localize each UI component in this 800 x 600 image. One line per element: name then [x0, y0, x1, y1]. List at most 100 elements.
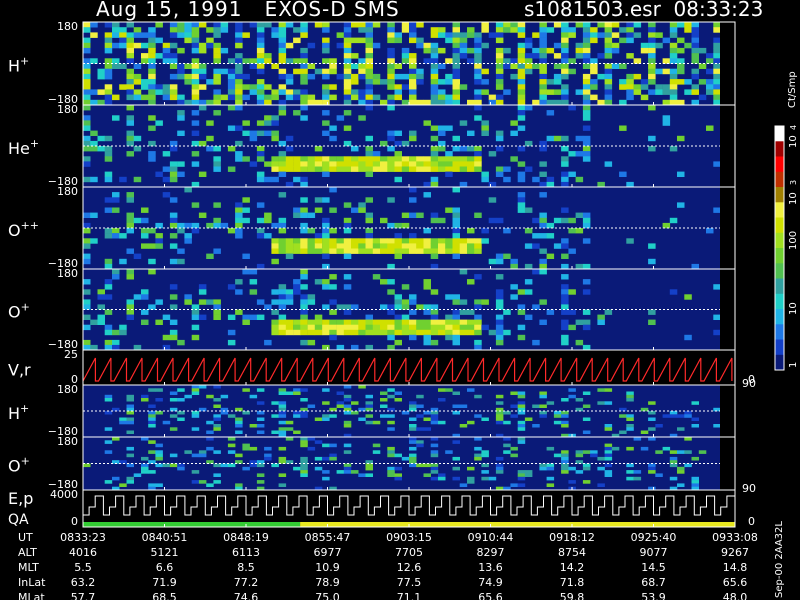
- spectrogram-bin: [575, 176, 584, 183]
- spectrogram-bin: [162, 166, 171, 172]
- spectrogram-bin: [351, 166, 359, 172]
- spectrogram-bin: [372, 324, 381, 331]
- spectrogram-bin: [394, 253, 402, 259]
- spectrogram-bin: [300, 309, 308, 315]
- spectrogram-bin: [314, 161, 323, 167]
- spectrogram-bin: [677, 450, 685, 454]
- spectrogram-bin: [365, 329, 373, 336]
- spectrogram-bin: [242, 217, 250, 224]
- spectrogram-bin: [285, 460, 294, 464]
- spectrogram-bin: [148, 115, 156, 121]
- spectrogram-bin: [438, 166, 446, 172]
- spectrogram-bin: [626, 37, 634, 44]
- spectrogram-bin: [684, 294, 692, 300]
- spectrogram-bin: [307, 319, 316, 325]
- spectrogram-bin: [148, 63, 156, 69]
- spectrogram-bin: [300, 161, 308, 167]
- spectrogram-bin: [322, 414, 330, 418]
- spectrogram-bin: [314, 314, 323, 320]
- spectrogram-bin: [561, 453, 569, 458]
- spectrogram-bin: [235, 279, 243, 285]
- spectrogram-bin: [590, 37, 598, 44]
- spectrogram-bin: [495, 289, 504, 295]
- spectrogram-bin: [423, 324, 431, 331]
- spectrogram-bin: [706, 79, 714, 85]
- spectrogram-bin: [438, 140, 446, 147]
- spectrogram-bin: [546, 401, 555, 405]
- spectrogram-bin: [220, 94, 229, 101]
- spectrogram-bin: [191, 84, 200, 90]
- spectrogram-bin: [669, 289, 678, 295]
- spectrogram-bin: [452, 243, 460, 249]
- start-time: 08:33:23: [673, 0, 764, 21]
- spectrogram-bin: [300, 329, 308, 336]
- spectrogram-bin: [198, 289, 207, 295]
- spectrogram-bin: [517, 197, 526, 203]
- spectrogram-bin: [162, 58, 171, 64]
- spectrogram-bin: [648, 73, 656, 80]
- spectrogram-bin: [416, 68, 424, 75]
- spectrogram-bin: [387, 27, 395, 33]
- spectrogram-bin: [141, 456, 149, 461]
- spectrogram-bin: [387, 263, 395, 270]
- spectrogram-bin: [97, 146, 105, 152]
- spectrogram-bin: [227, 68, 236, 75]
- spectrogram-bin: [365, 404, 373, 408]
- spectrogram-bin: [271, 176, 279, 183]
- spectrogram-bin: [582, 146, 591, 152]
- spectrogram-bin: [517, 394, 526, 399]
- spectrogram-bin: [278, 304, 287, 310]
- spectrogram-bin: [169, 258, 178, 265]
- spectrogram-bin: [655, 42, 663, 49]
- spectrogram-bin: [582, 279, 591, 285]
- spectrogram-bin: [169, 463, 178, 468]
- spectrogram-bin: [380, 414, 388, 418]
- spectrogram-bin: [713, 47, 721, 54]
- spectrogram-bin: [372, 243, 381, 249]
- spectrogram-bin: [97, 289, 105, 295]
- spectrogram-bin: [459, 161, 468, 167]
- spectrogram-bin: [575, 228, 584, 234]
- spectrogram-bin: [343, 47, 352, 54]
- spectrogram-bin: [213, 248, 221, 254]
- spectrogram-bin: [351, 53, 359, 59]
- spectrogram-bin: [582, 391, 591, 395]
- spectrogram-bin: [343, 309, 352, 315]
- spectrogram-bin: [474, 304, 482, 310]
- spectrogram-bin: [474, 344, 482, 351]
- spectrogram-bin: [227, 228, 236, 234]
- spectrogram-bin: [401, 222, 410, 229]
- spectrogram-bin: [256, 314, 265, 320]
- spectrogram-bin: [488, 217, 497, 224]
- spectrogram-bin: [213, 480, 221, 484]
- spectrogram-bin: [713, 424, 721, 428]
- spectrogram-bin: [640, 79, 649, 85]
- spectrogram-bin: [626, 398, 634, 402]
- spectrogram-bin: [351, 79, 359, 85]
- spectrogram-bin: [561, 414, 569, 418]
- spectrogram-bin: [351, 344, 359, 351]
- spectrogram-bin: [372, 156, 381, 162]
- spectrogram-bin: [409, 27, 417, 33]
- spectrogram-bin: [213, 94, 221, 101]
- spectrogram-bin: [351, 94, 359, 101]
- spectrogram-bin: [445, 99, 453, 106]
- spectrogram-bin: [409, 89, 417, 95]
- y-tick-top: 180: [57, 435, 78, 448]
- spectrogram-bin: [300, 473, 308, 477]
- spectrogram-bin: [495, 27, 504, 33]
- spectrogram-bin: [177, 388, 185, 392]
- spectrogram-bin: [235, 105, 243, 111]
- spectrogram-bin: [148, 414, 156, 418]
- spectrogram-bin: [604, 443, 613, 448]
- spectrogram-bin: [191, 324, 200, 331]
- spectrogram-bin: [126, 212, 134, 218]
- spectrogram-bin: [213, 202, 221, 208]
- spectrogram-bin: [249, 63, 258, 69]
- spectrogram-bin: [510, 446, 518, 451]
- spectrogram-bin: [401, 140, 410, 147]
- spectrogram-panel-7: [83, 437, 735, 491]
- spectrogram-bin: [474, 446, 482, 451]
- spectrogram-bin: [329, 156, 337, 162]
- spectrogram-bin: [141, 217, 149, 224]
